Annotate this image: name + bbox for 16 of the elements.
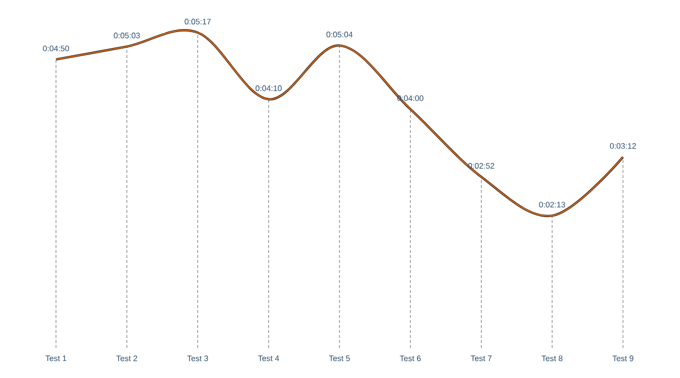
data-label: 0:05:03: [114, 32, 140, 38]
x-tick-label: Test 8: [542, 356, 562, 362]
x-tick-label: Test 2: [116, 356, 138, 362]
x-tick-label: Test 7: [470, 356, 492, 362]
data-label: 0:05:17: [184, 18, 211, 24]
x-tick-label: Test 4: [258, 356, 280, 362]
data-label: 0:03:12: [610, 143, 636, 149]
data-label: 0:05:04: [326, 32, 353, 38]
x-tick-label: Test 9: [612, 356, 634, 362]
data-label: 0:02:13: [539, 202, 566, 208]
x-tick-label: Test 1: [46, 356, 66, 362]
x-tick-label: Test 6: [400, 356, 421, 362]
data-label: 0:04:50: [42, 46, 70, 52]
x-tick-label: Test 3: [187, 356, 208, 362]
data-label: 0:04:10: [256, 85, 282, 92]
x-tick-label: Test 5: [329, 356, 350, 362]
